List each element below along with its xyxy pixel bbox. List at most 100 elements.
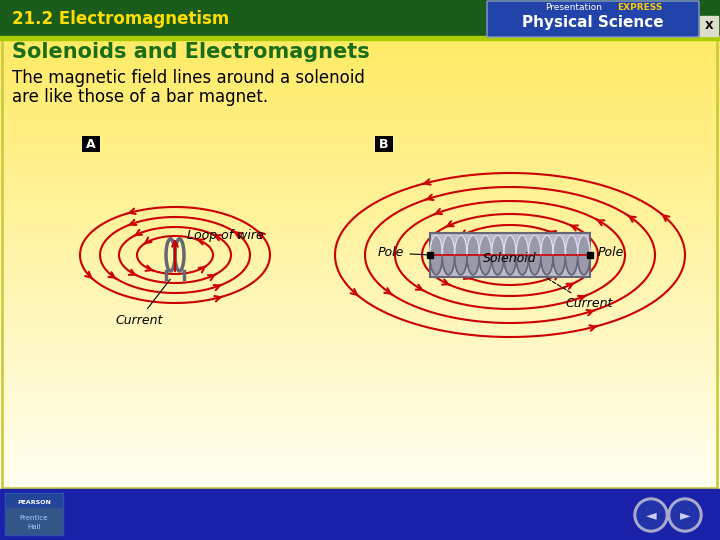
Bar <box>0 302 720 304</box>
Bar <box>0 78 720 79</box>
Text: Physical Science: Physical Science <box>522 15 664 30</box>
Text: Pole: Pole <box>378 246 427 260</box>
Bar <box>0 333 720 334</box>
Bar <box>0 59 720 61</box>
Bar <box>0 294 720 296</box>
Bar <box>0 474 720 475</box>
Ellipse shape <box>565 235 578 275</box>
Bar <box>0 55 720 56</box>
Text: Pole: Pole <box>590 246 624 260</box>
Bar <box>0 125 720 126</box>
Bar <box>0 71 720 73</box>
Bar <box>0 40 720 42</box>
Bar <box>0 213 720 215</box>
Bar <box>0 376 720 378</box>
Bar <box>0 143 720 144</box>
Bar <box>0 71 720 72</box>
Bar <box>0 148 720 150</box>
Bar <box>0 75 720 76</box>
Bar <box>0 217 720 218</box>
Bar <box>0 470 720 472</box>
Bar <box>0 295 720 297</box>
Bar <box>0 354 720 355</box>
Bar <box>0 93 720 95</box>
Bar <box>0 386 720 387</box>
Bar <box>0 460 720 461</box>
Bar <box>0 231 720 232</box>
Bar <box>0 64 720 65</box>
Bar <box>0 424 720 426</box>
Bar <box>0 242 720 244</box>
Bar <box>0 313 720 314</box>
Bar <box>0 97 720 98</box>
Bar <box>0 197 720 198</box>
Bar <box>0 321 720 322</box>
Bar <box>0 408 720 410</box>
Bar <box>0 102 720 103</box>
Bar <box>0 363 720 365</box>
Bar <box>0 437 720 439</box>
Text: Presentation: Presentation <box>545 3 602 12</box>
Bar <box>0 168 720 170</box>
Bar <box>0 395 720 396</box>
Ellipse shape <box>577 235 590 275</box>
Bar <box>0 62 720 63</box>
Text: 21.2 Electromagnetism: 21.2 Electromagnetism <box>12 10 229 28</box>
Bar <box>0 368 720 370</box>
Bar <box>0 403 720 405</box>
Ellipse shape <box>467 235 480 275</box>
Bar <box>0 124 720 125</box>
Bar <box>0 475 720 476</box>
Bar <box>0 310 720 312</box>
Bar <box>0 90 720 91</box>
Bar <box>0 455 720 456</box>
Bar <box>0 176 720 177</box>
Bar <box>0 375 720 376</box>
Bar <box>0 267 720 269</box>
Bar <box>0 413 720 414</box>
Bar <box>0 366 720 367</box>
Bar <box>0 178 720 179</box>
Bar <box>0 462 720 464</box>
Bar <box>0 273 720 274</box>
Bar <box>0 280 720 281</box>
Bar <box>0 388 720 389</box>
Bar <box>0 478 720 480</box>
Bar <box>0 166 720 168</box>
Bar <box>0 235 720 237</box>
Bar <box>0 227 720 229</box>
Bar <box>0 262 720 264</box>
Bar <box>0 300 720 301</box>
Text: PEARSON: PEARSON <box>17 501 51 505</box>
Text: Hall: Hall <box>27 524 41 530</box>
Bar <box>0 319 720 320</box>
Bar <box>0 79 720 81</box>
Bar <box>0 91 720 93</box>
Bar <box>0 471 720 473</box>
Bar <box>0 483 720 485</box>
Bar <box>0 126 720 128</box>
Bar <box>0 219 720 221</box>
Bar <box>0 69 720 70</box>
Bar <box>0 462 720 463</box>
Bar <box>0 273 720 275</box>
Bar <box>0 359 720 360</box>
Bar <box>0 187 720 189</box>
Bar <box>0 480 720 481</box>
Bar <box>0 415 720 416</box>
Bar <box>0 341 720 342</box>
Bar <box>0 42 720 43</box>
Ellipse shape <box>454 235 467 275</box>
Bar <box>0 199 720 201</box>
Bar <box>0 152 720 153</box>
Bar <box>0 76 720 77</box>
Bar <box>0 195 720 197</box>
Bar <box>0 52 720 54</box>
Bar <box>0 409 720 411</box>
Bar <box>0 160 720 162</box>
Bar <box>0 63 720 64</box>
Bar <box>0 341 720 343</box>
Bar <box>0 222 720 224</box>
Bar <box>0 131 720 132</box>
Bar <box>0 301 720 303</box>
